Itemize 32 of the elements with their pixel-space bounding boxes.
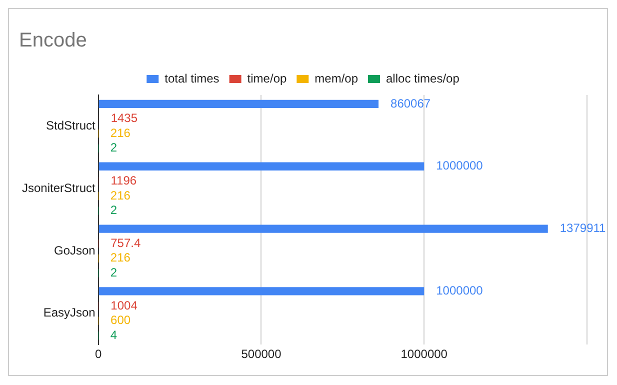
bar — [98, 100, 379, 108]
legend-label: total times — [164, 71, 220, 86]
x-tick-label: 1000000 — [400, 347, 448, 362]
bar — [98, 224, 548, 233]
data-label: 216 — [110, 126, 131, 140]
data-label: 1000000 — [436, 283, 484, 298]
data-label: 1000000 — [436, 158, 484, 173]
data-label: 757.4 — [110, 236, 141, 250]
x-tick-label: 0 — [95, 347, 102, 362]
y-tick-label: JsoniterStruct — [22, 180, 96, 195]
y-tick-label: GoJson — [54, 243, 96, 258]
x-tick-label: 500000 — [241, 347, 282, 362]
data-label: 860067 — [390, 96, 431, 110]
data-label: 1379911 — [560, 221, 606, 236]
data-label: 2 — [110, 203, 118, 218]
data-label: 4 — [110, 328, 118, 342]
data-label: 216 — [110, 188, 131, 202]
data-label: 2 — [110, 140, 118, 155]
data-label: 1196 — [110, 174, 137, 188]
data-label: 1435 — [110, 111, 138, 126]
bar — [98, 162, 424, 170]
data-label: 1004 — [110, 298, 138, 312]
chart-title: Encode — [19, 30, 87, 52]
bar — [98, 287, 424, 296]
legend-label: alloc times/op — [386, 71, 460, 86]
data-label: 2 — [110, 266, 118, 280]
legend-label: mem/op — [314, 71, 358, 86]
y-tick-label: StdStruct — [46, 118, 96, 133]
legend-label: time/op — [247, 71, 287, 86]
data-label: 216 — [110, 250, 131, 265]
data-label: 600 — [110, 313, 131, 328]
y-tick-label: EasyJson — [43, 306, 96, 320]
